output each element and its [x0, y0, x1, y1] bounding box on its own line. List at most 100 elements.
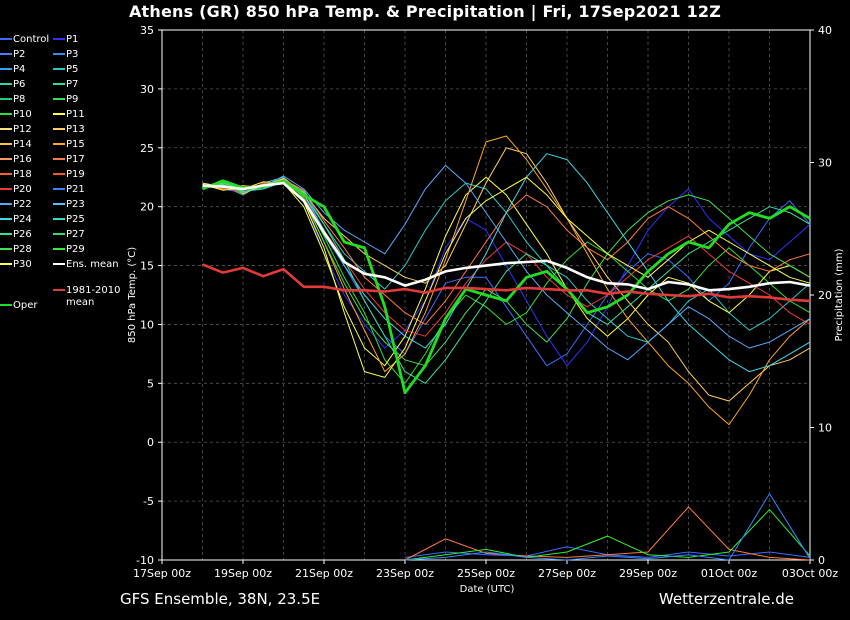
- legend-item: P27: [53, 228, 85, 242]
- precip-line: [404, 506, 811, 561]
- series-line: [202, 182, 811, 337]
- legend-label: P30: [13, 259, 32, 270]
- legend-swatch: [0, 218, 12, 220]
- legend-item: P22: [0, 198, 32, 212]
- legend-label: P18: [13, 169, 32, 180]
- precip-series: [404, 492, 811, 561]
- series-line: [202, 147, 811, 402]
- climatology-line: [202, 263, 811, 303]
- legend-label: P13: [66, 124, 85, 135]
- legend-swatch: [53, 158, 65, 160]
- legend-item: P28: [0, 243, 32, 257]
- y2-tick-label: 20: [818, 289, 832, 302]
- series-line: [201, 179, 811, 395]
- legend-label: P28: [13, 244, 32, 255]
- legend-item: P2: [0, 48, 25, 62]
- legend-swatch: [53, 218, 65, 220]
- legend-item: Control: [0, 33, 49, 47]
- legend-item: Ens. mean: [53, 258, 119, 272]
- series-line: [202, 164, 811, 361]
- legend-item: P10: [0, 108, 32, 122]
- series-line: [202, 180, 811, 384]
- legend-label: P20: [13, 184, 32, 195]
- legend-swatch: [53, 263, 65, 265]
- legend-item: Oper: [0, 299, 37, 313]
- legend-swatch: [53, 173, 65, 175]
- y-tick-label: 30: [140, 83, 154, 96]
- legend-label: P21: [66, 184, 85, 195]
- legend-item: P18: [0, 168, 32, 182]
- legend-label-line2: mean: [66, 297, 95, 308]
- x-tick-label: 19Sep 00z: [214, 567, 272, 580]
- legend-item: P13: [53, 123, 85, 137]
- legend-label: P1: [66, 34, 79, 45]
- series-line: [202, 182, 811, 367]
- y2-tick-label: 30: [818, 157, 832, 170]
- legend-item: P16: [0, 153, 32, 167]
- x-tick-label: 29Sep 00z: [619, 567, 677, 580]
- legend-swatch: [0, 263, 12, 265]
- legend-item: P17: [53, 153, 85, 167]
- legend-label: P27: [66, 229, 85, 240]
- site-label: Wetterzentrale.de: [658, 590, 794, 608]
- legend-label: Oper: [13, 300, 38, 311]
- legend-item: P3: [53, 48, 78, 62]
- legend-swatch: [0, 188, 12, 190]
- legend-item: P6: [0, 78, 25, 92]
- x-tick-label: 25Sep 00z: [457, 567, 515, 580]
- x-tick-label: 23Sep 00z: [376, 567, 434, 580]
- temp-series: [201, 135, 811, 426]
- x-tick-label: 03Oct 00z: [782, 567, 839, 580]
- legend-item: P23: [53, 198, 85, 212]
- legend-label: P25: [66, 214, 85, 225]
- y-tick-label: -5: [143, 495, 154, 508]
- legend-label: P5: [66, 64, 79, 75]
- legend-swatch: [0, 173, 12, 175]
- legend-item: P11: [53, 108, 85, 122]
- y2-tick-label: 40: [818, 24, 832, 37]
- legend-swatch: [0, 113, 12, 115]
- y-tick-label: 20: [140, 201, 154, 214]
- legend-label: Control: [13, 34, 50, 45]
- legend-swatch: [53, 143, 65, 145]
- legend-swatch: [0, 98, 12, 100]
- y-tick-label: 25: [140, 142, 154, 155]
- legend-swatch: [53, 113, 65, 115]
- legend-item: P12: [0, 123, 32, 137]
- y-tick-label: 35: [140, 24, 154, 37]
- series-line: [202, 176, 811, 343]
- legend-label: P23: [66, 199, 85, 210]
- legend-swatch: [0, 128, 12, 130]
- legend-label: P24: [13, 214, 32, 225]
- legend-swatch: [53, 68, 65, 70]
- legend-item: P7: [53, 78, 78, 92]
- y-tick-label: -10: [136, 554, 154, 567]
- legend-label: P2: [13, 49, 26, 60]
- x-tick-label: 17Sep 00z: [133, 567, 191, 580]
- legend-swatch: [0, 248, 12, 250]
- legend-label: P6: [13, 79, 26, 90]
- y-tick-label: 0: [147, 436, 154, 449]
- legend-swatch: [53, 289, 65, 291]
- y2-tick-label: 0: [818, 554, 825, 567]
- legend-swatch: [0, 83, 12, 85]
- legend-item: P8: [0, 93, 25, 107]
- legend-swatch: [0, 233, 12, 235]
- chart-title: Athens (GR) 850 hPa Temp. & Precipitatio…: [128, 2, 722, 21]
- axes: -10 -5 0 5 10 15 20 25 30 35 0 10 20 30 40 17Sep 00z 19S…: [133, 24, 838, 580]
- x-tick-label: 01Oct 00z: [701, 567, 758, 580]
- legend-item: P20: [0, 183, 32, 197]
- legend-item: P9: [53, 93, 78, 107]
- series-line: [202, 179, 811, 325]
- legend-label: P11: [66, 109, 85, 120]
- legend-item: P21: [53, 183, 85, 197]
- legend-item: P26: [0, 228, 32, 242]
- y-tick-label: 10: [140, 318, 154, 331]
- y2-tick-label: 10: [818, 422, 832, 435]
- legend-item: P19: [53, 168, 85, 182]
- y-tick-label: 15: [140, 260, 154, 273]
- legend-swatch: [0, 38, 12, 40]
- legend-swatch: [0, 304, 12, 306]
- legend-label: P17: [66, 154, 85, 165]
